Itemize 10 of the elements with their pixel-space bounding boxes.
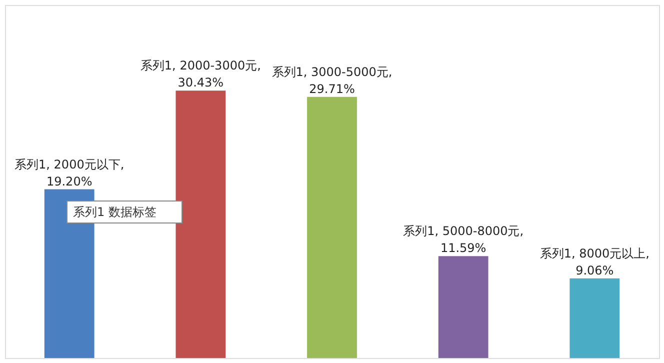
data-label: 系列1, 5000-8000元, 11.59% [403,224,524,256]
bar [438,256,488,358]
annotation: 系列1 数据标签 [73,205,156,219]
data-label: 系列1, 2000-3000元, 30.43% [140,58,261,90]
bar [176,90,226,358]
bar [307,96,357,358]
data-label: 系列1, 3000-5000元, 29.71% [272,64,392,96]
data-label: 系列1, 2000元以下, 19.20% [14,157,124,188]
bar [570,278,620,358]
data-label: 系列1, 8000元以上, 9.06% [540,246,650,278]
